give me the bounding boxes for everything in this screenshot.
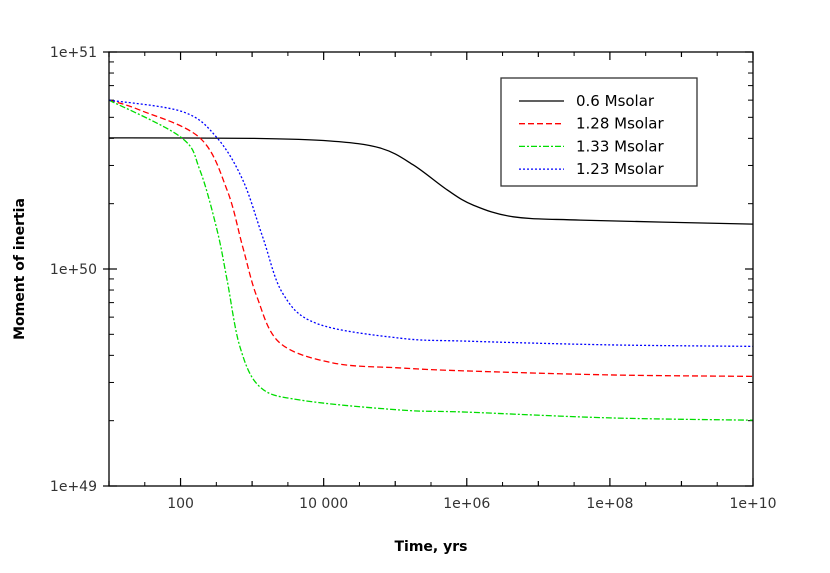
y-axis-label: Moment of inertia [12, 198, 28, 340]
tick-labels: 100 10 000 1e+06 1e+08 1e+10 1e+49 1e+50 1e+51 [50, 45, 777, 512]
x-tick-label: 1e+08 [586, 496, 633, 512]
legend-label: 1.23 Msolar [576, 160, 664, 178]
x-tick-label: 100 [167, 496, 194, 512]
legend-label: 0.6 Msolar [576, 92, 655, 110]
x-tick-label: 10 000 [299, 496, 348, 512]
plot-frame [108, 51, 754, 487]
x-axis-label: Time, yrs [395, 539, 468, 555]
legend: 0.6 Msolar 1.28 Msolar 1.33 Msolar 1.23 Mso… [500, 77, 698, 187]
y-tick-label: 1e+51 [50, 45, 97, 61]
x-tick-label: 1e+06 [443, 496, 490, 512]
series-line-0-6-msolar [108, 137, 754, 225]
legend-box [500, 77, 698, 187]
x-tick-label: 1e+10 [729, 496, 776, 512]
series-layer [108, 99, 754, 421]
series-line-1-28-msolar [108, 99, 754, 378]
y-tick-label: 1e+50 [50, 262, 97, 278]
y-tick-label: 1e+49 [50, 479, 97, 495]
legend-label: 1.33 Msolar [576, 137, 664, 155]
series-line-1-33-msolar [108, 99, 754, 421]
legend-label: 1.28 Msolar [576, 115, 664, 133]
